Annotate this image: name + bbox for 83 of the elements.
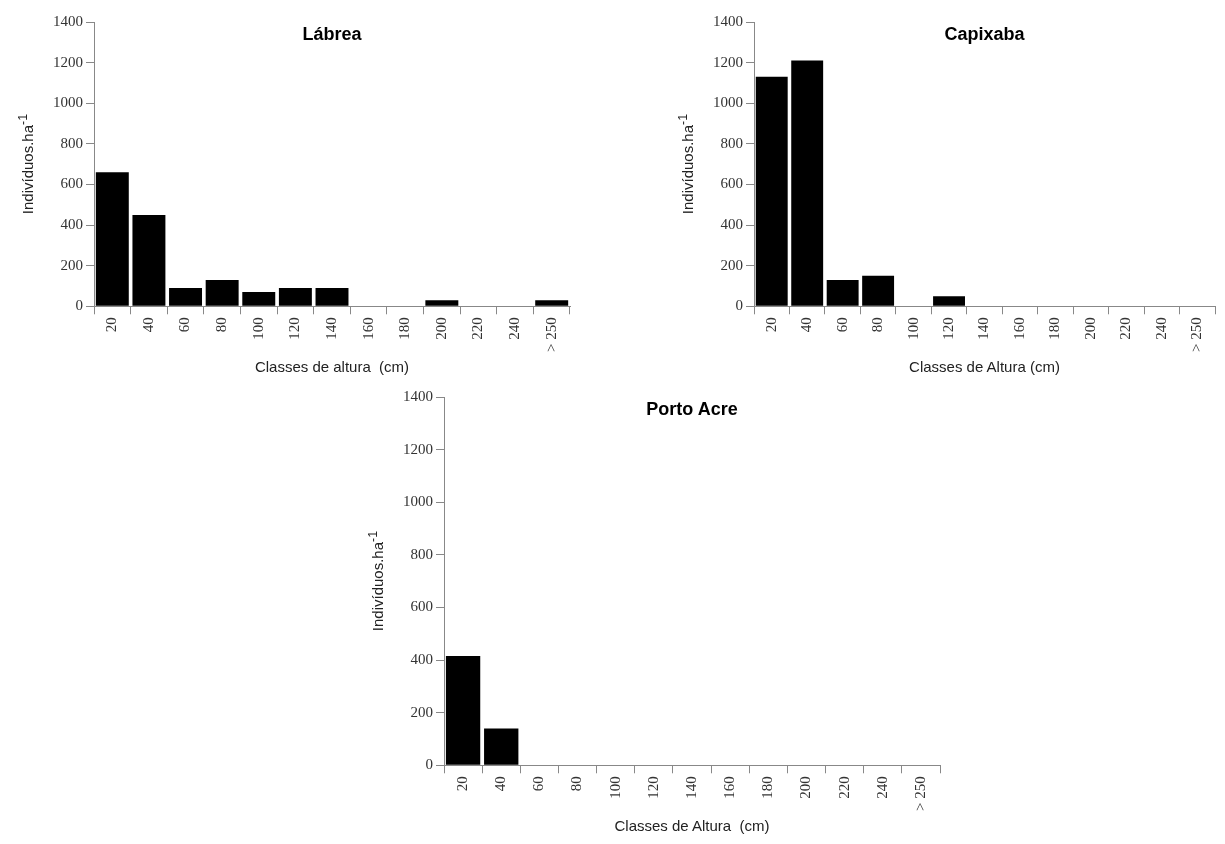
y-tick-label: 800 <box>60 134 83 151</box>
x-tick-label: 220 <box>469 317 486 340</box>
y-tick-label: 0 <box>735 297 743 314</box>
y-tick-label: 400 <box>410 651 433 667</box>
x-tick-label: 60 <box>833 317 850 333</box>
y-tick-label: 1200 <box>713 53 743 70</box>
bar <box>242 292 276 306</box>
x-tick-label: 60 <box>530 776 547 792</box>
x-tick-label: 200 <box>1081 317 1098 340</box>
bar <box>862 275 895 306</box>
x-tick-label: 180 <box>1046 317 1063 340</box>
x-tick-label: 100 <box>606 776 623 799</box>
x-tick-label: > 250 <box>1188 317 1205 353</box>
y-tick-label: 400 <box>720 216 743 232</box>
y-tick-label: 600 <box>410 598 433 615</box>
bar <box>791 60 824 306</box>
bar <box>315 288 349 306</box>
x-tick-label: 200 <box>797 776 814 799</box>
y-tick-label: 1000 <box>53 94 83 111</box>
bar <box>933 296 965 306</box>
chart-title: Porto Acre <box>646 398 738 419</box>
x-tick-label: 240 <box>1152 317 1169 340</box>
x-tick-label: 200 <box>432 317 449 340</box>
y-tick-label: 1200 <box>403 440 433 457</box>
chart-title: Lábrea <box>302 23 363 44</box>
x-tick-label: 100 <box>249 317 266 340</box>
bar <box>132 214 166 306</box>
x-tick-label: 240 <box>873 776 890 799</box>
y-tick-label: 200 <box>410 703 433 720</box>
y-tick-label: 1000 <box>713 94 743 111</box>
x-tick-label: 160 <box>721 776 738 799</box>
bar <box>755 76 788 306</box>
y-tick-label: 0 <box>425 756 433 773</box>
bar <box>425 300 459 306</box>
x-tick-label: 80 <box>869 317 886 333</box>
x-tick-label: 180 <box>759 776 776 799</box>
y-tick-label: 800 <box>720 134 743 151</box>
x-tick-label: > 250 <box>542 317 559 353</box>
x-axis-title: Classes de Altura (cm) <box>909 358 1060 376</box>
x-tick-label: 60 <box>176 317 193 333</box>
bar <box>535 300 569 306</box>
y-tick-label: 200 <box>60 256 83 273</box>
bar <box>205 279 239 306</box>
x-tick-label: 140 <box>682 776 699 799</box>
y-tick-label: 1400 <box>53 12 83 29</box>
x-tick-label: 20 <box>103 317 120 333</box>
bar <box>278 288 312 306</box>
x-tick-label: 140 <box>322 317 339 340</box>
y-tick-label: 200 <box>720 256 743 273</box>
y-tick-label: 0 <box>75 297 83 314</box>
x-tick-label: 140 <box>975 317 992 340</box>
y-tick-label: 1400 <box>713 12 743 29</box>
x-axis-title: Classes de Altura (cm) <box>614 817 770 835</box>
x-tick-label: 120 <box>644 776 661 799</box>
y-tick-label: 600 <box>720 175 743 192</box>
bar <box>169 288 203 306</box>
chart-title: Capixaba <box>944 23 1026 44</box>
x-tick-label: 20 <box>762 317 779 333</box>
x-tick-label: 120 <box>939 317 956 340</box>
x-tick-label: 160 <box>1010 317 1027 340</box>
y-tick-label: 1400 <box>403 387 433 404</box>
bar <box>95 172 129 306</box>
x-tick-label: 180 <box>396 317 413 340</box>
x-tick-label: 20 <box>454 776 471 792</box>
y-tick-label: 1000 <box>403 493 433 510</box>
x-tick-label: 40 <box>798 317 815 333</box>
y-tick-label: 600 <box>60 175 83 192</box>
x-tick-label: 220 <box>835 776 852 799</box>
x-tick-label: 120 <box>286 317 303 340</box>
y-tick-label: 1200 <box>53 53 83 70</box>
x-tick-label: 220 <box>1117 317 1134 340</box>
x-tick-label: 40 <box>492 776 509 792</box>
x-tick-label: > 250 <box>911 776 928 812</box>
bar <box>826 279 859 306</box>
x-tick-label: 160 <box>359 317 376 340</box>
x-tick-label: 240 <box>506 317 523 340</box>
x-tick-label: 100 <box>904 317 921 340</box>
x-tick-label: 80 <box>568 776 585 792</box>
y-tick-label: 400 <box>60 216 83 232</box>
x-tick-label: 40 <box>139 317 156 333</box>
y-tick-label: 800 <box>410 545 433 562</box>
x-tick-label: 80 <box>213 317 230 333</box>
x-axis-title: Classes de altura (cm) <box>254 358 410 376</box>
